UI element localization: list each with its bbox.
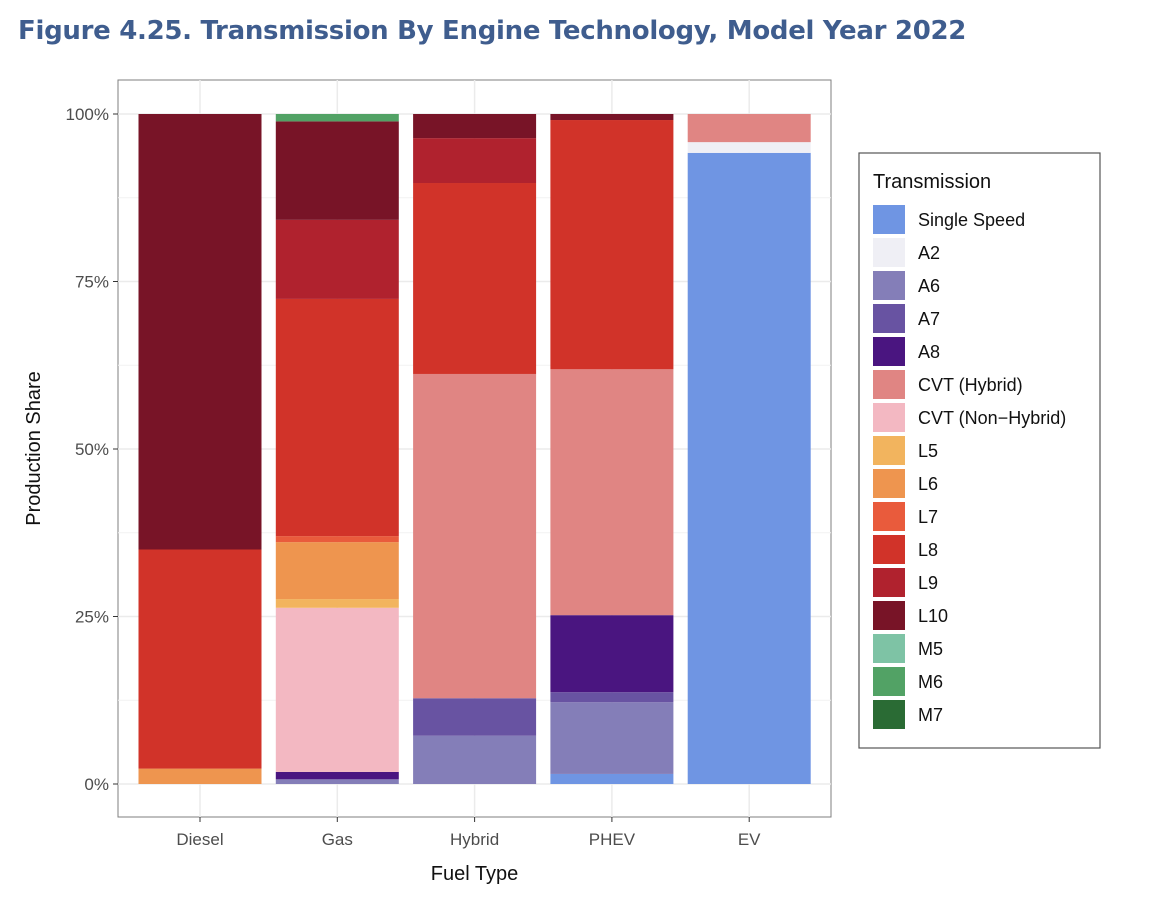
legend-swatch <box>873 205 905 234</box>
bar-segment-hybrid-l10 <box>413 114 537 139</box>
legend-label: L5 <box>918 441 938 461</box>
x-tick-label: Hybrid <box>450 830 499 849</box>
legend-label: L8 <box>918 540 938 560</box>
legend-swatch <box>873 667 905 696</box>
legend-label: CVT (Non−Hybrid) <box>918 408 1066 428</box>
bar-segment-ev-a2 <box>687 142 811 153</box>
bar-segment-diesel-l6 <box>138 768 262 784</box>
legend-label: L7 <box>918 507 938 527</box>
x-tick-label: EV <box>738 830 761 849</box>
legend-swatch <box>873 502 905 531</box>
bar-segment-diesel-l8 <box>138 549 262 769</box>
bar-segment-gas-l7 <box>275 536 399 543</box>
bar-segment-gas-m6 <box>275 114 399 122</box>
x-tick-label: Diesel <box>176 830 223 849</box>
bar-segment-gas-l8 <box>275 298 399 537</box>
bar-segment-hybrid-a7 <box>413 698 537 736</box>
bar-segment-phev-single-speed <box>550 773 674 784</box>
legend-label: M7 <box>918 705 943 725</box>
legend-label: M5 <box>918 639 943 659</box>
legend-swatch <box>873 271 905 300</box>
bar-segment-gas-l5 <box>275 599 399 608</box>
bar-segment-ev-single-speed <box>687 152 811 785</box>
x-axis-label: Fuel Type <box>431 863 518 885</box>
bar-segment-hybrid-cvt-hybrid- <box>413 373 537 699</box>
legend-label: M6 <box>918 672 943 692</box>
bar-segment-phev-l8 <box>550 120 674 370</box>
legend-swatch <box>873 238 905 267</box>
legend-swatch <box>873 304 905 333</box>
y-axis-label: Production Share <box>23 371 45 526</box>
legend-swatch <box>873 370 905 399</box>
y-tick-label: 75% <box>75 273 109 292</box>
legend-swatch <box>873 601 905 630</box>
bar-segment-phev-l10 <box>550 114 674 121</box>
legend-label: Single Speed <box>918 210 1025 230</box>
bar-segment-ev-cvt-hybrid- <box>687 114 811 143</box>
bar-segment-phev-a7 <box>550 692 674 703</box>
legend-label: A8 <box>918 342 940 362</box>
y-tick-label: 25% <box>75 608 109 627</box>
bar-segment-gas-a6 <box>275 779 399 784</box>
bar-segment-gas-cvt-non-hybrid- <box>275 607 399 772</box>
legend-label: A7 <box>918 309 940 329</box>
bar-segment-diesel-l10 <box>138 114 262 550</box>
legend-swatch <box>873 469 905 498</box>
legend-label: L9 <box>918 573 938 593</box>
legend-label: CVT (Hybrid) <box>918 375 1023 395</box>
bar-segment-hybrid-l8 <box>413 183 537 374</box>
bar-segment-gas-l10 <box>275 121 399 220</box>
legend-swatch <box>873 403 905 432</box>
legend-swatch <box>873 337 905 366</box>
bar-segment-gas-a8 <box>275 771 399 780</box>
legend-label: L10 <box>918 606 948 626</box>
legend-swatch <box>873 436 905 465</box>
legend-swatch <box>873 634 905 663</box>
bar-segment-gas-l6 <box>275 542 399 600</box>
y-tick-label: 100% <box>66 105 109 124</box>
x-tick-label: Gas <box>322 830 353 849</box>
legend-swatch <box>873 700 905 729</box>
legend-swatch <box>873 535 905 564</box>
bar-segment-gas-l9 <box>275 219 399 299</box>
bar-segment-hybrid-a6 <box>413 735 537 784</box>
figure-title: Figure 4.25. Transmission By Engine Tech… <box>18 16 967 46</box>
y-tick-label: 0% <box>84 775 109 794</box>
bar-segment-hybrid-l9 <box>413 138 537 184</box>
y-tick-label: 50% <box>75 440 109 459</box>
bar-segment-phev-cvt-hybrid- <box>550 369 674 616</box>
bar-segment-phev-a6 <box>550 702 674 774</box>
legend-label: A2 <box>918 243 940 263</box>
legend-swatch <box>873 568 905 597</box>
legend-label: L6 <box>918 474 938 494</box>
x-tick-label: PHEV <box>589 830 636 849</box>
bar-segment-phev-a8 <box>550 615 674 693</box>
legend-label: A6 <box>918 276 940 296</box>
legend-title: Transmission <box>873 171 991 193</box>
